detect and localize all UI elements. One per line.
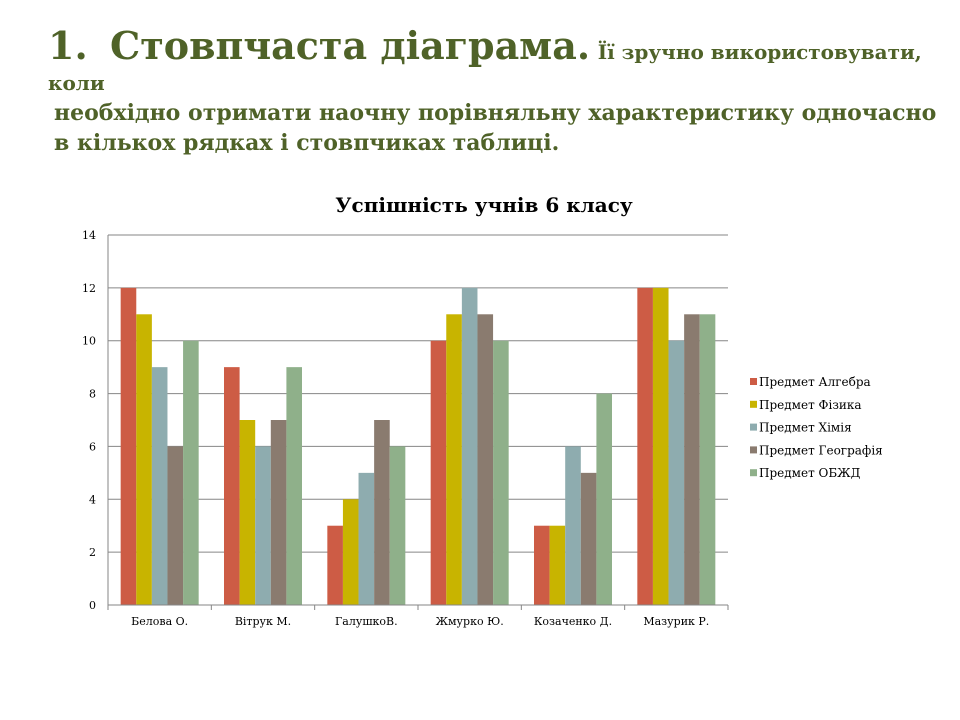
chart-bars [120,287,716,605]
x-tick-label: ГалушкоВ. [335,615,398,628]
heading-text-line1: Її зручно використовувати, коли [48,40,922,95]
bar [565,446,581,605]
bar [239,420,256,605]
bar [549,525,566,605]
bar [430,340,447,605]
y-tick-label: 10 [82,335,96,348]
legend-swatch [750,423,757,431]
bar [270,420,287,605]
bar [493,340,509,605]
y-tick-label: 14 [82,229,96,242]
bar [580,472,597,605]
heading-number: 1. [48,23,88,68]
legend-swatch [750,378,757,385]
legend-label: Предмет Алгебра [759,375,871,389]
y-tick-label: 12 [82,282,96,295]
x-tick-label: Козаченко Д. [534,615,612,628]
heading-title: Стовпчаста діаграма. [110,23,591,68]
bar [151,367,168,605]
x-tick-label: Жмурко Ю. [436,615,504,628]
bar [183,340,199,605]
bar [286,367,302,605]
y-axis: 0 2 4 6 8 10 12 14 [82,229,109,612]
heading-text-line2: необхідно отримати наочну порівняльну ха… [54,100,937,156]
bar [374,420,390,605]
bar [136,314,152,605]
legend-swatch [750,446,757,454]
bar [596,393,612,605]
legend-label: Предмет Географія [759,443,883,457]
x-tick-label: Вітрук М. [235,615,291,628]
bar [255,446,271,605]
slide-heading: 1. Стовпчаста діаграма. Її зручно викорис… [48,24,938,158]
bar [358,472,375,605]
bar [461,287,478,605]
bar [534,525,550,605]
y-tick-label: 8 [89,388,96,401]
legend-label: Предмет Хімія [759,421,852,435]
bar [446,314,462,605]
y-tick-label: 0 [89,599,96,612]
legend-label: Предмет Фізика [759,398,862,412]
bar [389,446,406,605]
legend-swatch [750,400,757,408]
bar-chart: Успішність учнів 6 класу 0 2 4 6 8 10 12 14 Бел… [82,193,883,628]
legend-swatch [750,469,757,477]
chart-title: Успішність учнів 6 класу [335,193,633,217]
y-tick-label: 4 [89,493,96,506]
bar [224,367,240,605]
x-axis: Белова О. Вітрук М. ГалушкоВ. Жмурко Ю. Коза… [107,604,729,628]
x-tick-label: Мазурик Р. [643,615,709,628]
bar [684,314,700,605]
bar [327,525,343,605]
bar [668,340,685,605]
bar [699,314,716,605]
bar [167,446,184,605]
bar [477,314,494,605]
bar [342,499,359,605]
bar [120,287,137,605]
y-tick-label: 2 [89,546,96,559]
x-tick-label: Белова О. [131,615,188,628]
y-tick-label: 6 [89,440,96,453]
legend-label: Предмет ОБЖД [759,466,861,480]
bar [637,287,653,605]
chart-gridlines [108,234,728,606]
chart-legend: Предмет Алгебра Предмет Фізика Предмет Хім… [750,375,883,480]
bar [652,287,669,605]
